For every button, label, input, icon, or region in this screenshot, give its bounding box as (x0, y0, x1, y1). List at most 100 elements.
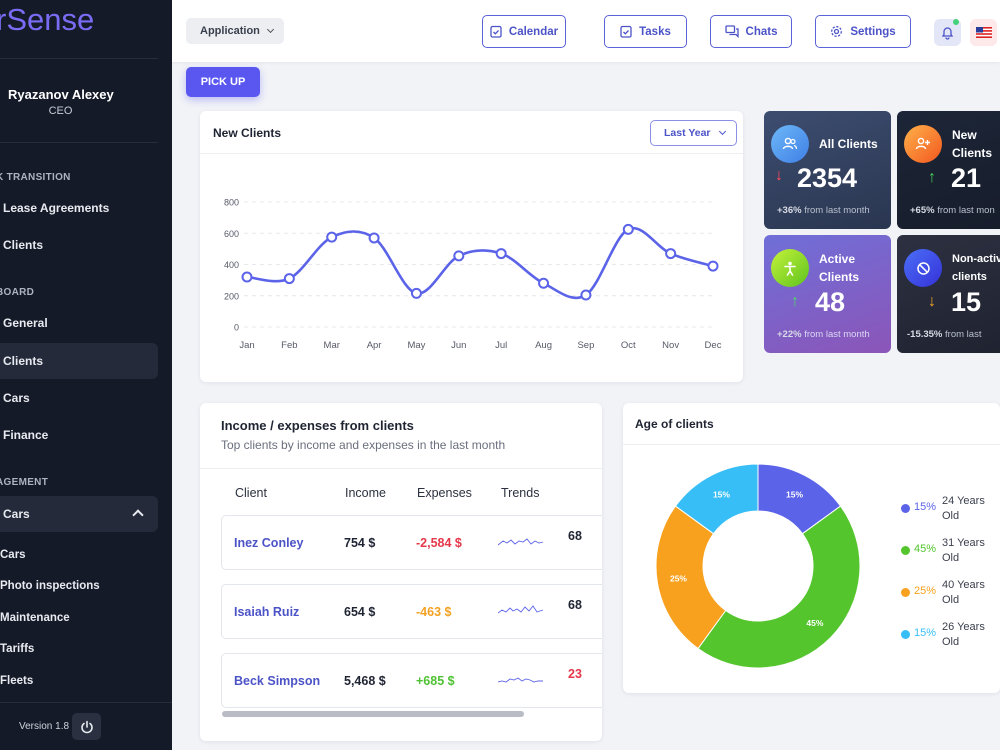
sidebar-subitem-tariffs[interactable]: Tariffs (0, 643, 35, 655)
y-tick-label: 600 (224, 229, 239, 239)
column-header-income[interactable]: Income (345, 486, 386, 500)
column-header-expenses[interactable]: Expenses (417, 486, 472, 500)
period-dropdown[interactable]: Last Year (650, 120, 737, 146)
stat-card-non-active-clients[interactable]: Non-activ clients ↓ 15 -15.35% from last (897, 235, 1000, 353)
data-point (283, 273, 295, 285)
chat-icon (724, 25, 739, 38)
sidebar: rSense Ryazanov Alexey CEO K TRANSITION … (0, 0, 172, 750)
application-dropdown[interactable]: Application (186, 18, 284, 44)
divider (0, 142, 158, 143)
stat-card-active-clients[interactable]: Active Clients ↑ 48 +22% from last month (764, 235, 891, 353)
legend-percent: 15% (914, 501, 937, 513)
pie-slice (674, 463, 759, 535)
chevron-down-icon (266, 25, 274, 34)
trend-sparkline (498, 605, 544, 614)
sidebar-subitem-photo-inspections[interactable]: Photo inspections (0, 580, 100, 592)
calendar-button[interactable]: Calendar (482, 15, 566, 48)
application-dropdown-label: Application (200, 25, 260, 37)
block-user-icon (904, 249, 942, 287)
slice-label: 15% (786, 489, 803, 499)
settings-label: Settings (850, 25, 896, 38)
sidebar-subitem-maintenance[interactable]: Maintenance (0, 612, 70, 624)
sidebar-item-finance[interactable]: Finance (3, 428, 49, 442)
app-logo: rSense (0, 2, 95, 37)
x-tick-label: Apr (367, 340, 382, 351)
logout-button[interactable] (72, 713, 101, 740)
pie-slice (697, 505, 861, 669)
data-point (410, 287, 422, 299)
client-name[interactable]: Isaiah Ruiz (234, 605, 300, 619)
x-tick-label: Oct (621, 340, 636, 351)
chats-button[interactable]: Chats (710, 15, 792, 48)
x-tick-label: Jan (239, 340, 254, 351)
sidebar-item-cars[interactable]: Cars (3, 391, 30, 405)
sidebar-item-general[interactable]: General (3, 316, 48, 330)
client-name[interactable]: Beck Simpson (234, 674, 321, 688)
user-name: Ryazanov Alexey (8, 87, 114, 102)
language-button[interactable] (970, 19, 997, 46)
stat-card-new-clients[interactable]: New Clients ↑ 21 +65% from last mon (897, 111, 1000, 229)
calendar-icon (490, 25, 502, 38)
users-icon (771, 125, 809, 163)
table-row[interactable]: Inez Conley 754 $ -2,584 $ 68 (221, 515, 602, 570)
x-tick-label: Sep (577, 340, 594, 351)
tasks-button[interactable]: Tasks (604, 15, 687, 48)
sidebar-item-lease-agreements[interactable]: Lease Agreements (3, 201, 110, 215)
client-value: 68 (568, 598, 582, 612)
divider (200, 153, 743, 154)
section-title-board: BOARD (0, 287, 35, 298)
us-flag-icon (975, 27, 992, 38)
sidebar-subitem-fleets[interactable]: Fleets (0, 675, 34, 687)
arrow-down-icon: ↓ (928, 293, 936, 310)
tasks-label: Tasks (639, 25, 671, 38)
table-row[interactable]: Isaiah Ruiz 654 $ -463 $ 68 (221, 584, 602, 639)
sidebar-item-label: Cars (3, 507, 30, 521)
stat-label: Non-activ clients (952, 253, 1000, 283)
notifications-button[interactable] (934, 19, 961, 46)
stat-label: All Clients (819, 137, 878, 151)
y-tick-label: 200 (224, 291, 239, 301)
period-label: Last Year (664, 127, 711, 139)
chevron-down-icon (718, 127, 726, 136)
stat-change: +65% from last mon (910, 205, 995, 216)
legend-dot (901, 630, 910, 639)
stat-value: 21 (951, 163, 982, 193)
slice-label: 25% (670, 574, 687, 584)
data-point (453, 250, 465, 262)
slice-label: 15% (713, 489, 730, 499)
sidebar-subitem-cars[interactable]: Cars (0, 549, 26, 561)
legend-dot (901, 588, 910, 597)
section-title-transition: K TRANSITION (0, 172, 71, 183)
trend-sparkline (498, 677, 543, 683)
table-row[interactable]: Beck Simpson 5,468 $ +685 $ 23 (221, 653, 602, 708)
chevron-up-icon[interactable] (132, 509, 144, 521)
new-clients-line-chart: 0 200 400 600 800 Jan Feb Mar Apr May Jun Jul Aug Sep… (224, 198, 722, 352)
data-point (707, 260, 719, 272)
y-tick-label: 0 (234, 323, 239, 333)
column-header-client[interactable]: Client (235, 486, 267, 500)
legend-label: 24 Years Old (942, 495, 985, 522)
notification-dot (953, 19, 959, 25)
series-line (246, 226, 714, 300)
client-income: 754 $ (344, 536, 376, 550)
x-tick-label: Nov (662, 340, 679, 351)
data-point (326, 231, 338, 243)
stat-change: +22% from last month (777, 329, 870, 340)
settings-button[interactable]: Settings (815, 15, 911, 48)
x-tick-label: Mar (324, 340, 340, 351)
sidebar-item-board-clients[interactable]: Clients (0, 343, 158, 379)
new-clients-title: New Clients (213, 126, 282, 140)
legend-label: 40 Years Old (942, 579, 985, 606)
client-expenses: -463 $ (416, 605, 452, 619)
horizontal-scrollbar[interactable] (222, 711, 524, 717)
data-point (538, 277, 550, 289)
sidebar-item-management-cars[interactable]: Cars (0, 496, 158, 532)
pick-up-button[interactable]: PICK UP (186, 67, 260, 97)
legend-dot (901, 546, 910, 555)
x-tick-label: Aug (535, 340, 552, 351)
column-header-trends[interactable]: Trends (501, 486, 540, 500)
client-name[interactable]: Inez Conley (234, 536, 304, 550)
sidebar-item-clients[interactable]: Clients (3, 238, 44, 252)
stat-card-all-clients[interactable]: All Clients ↓ 2354 +36% from last month (764, 111, 891, 229)
data-point (580, 289, 592, 301)
